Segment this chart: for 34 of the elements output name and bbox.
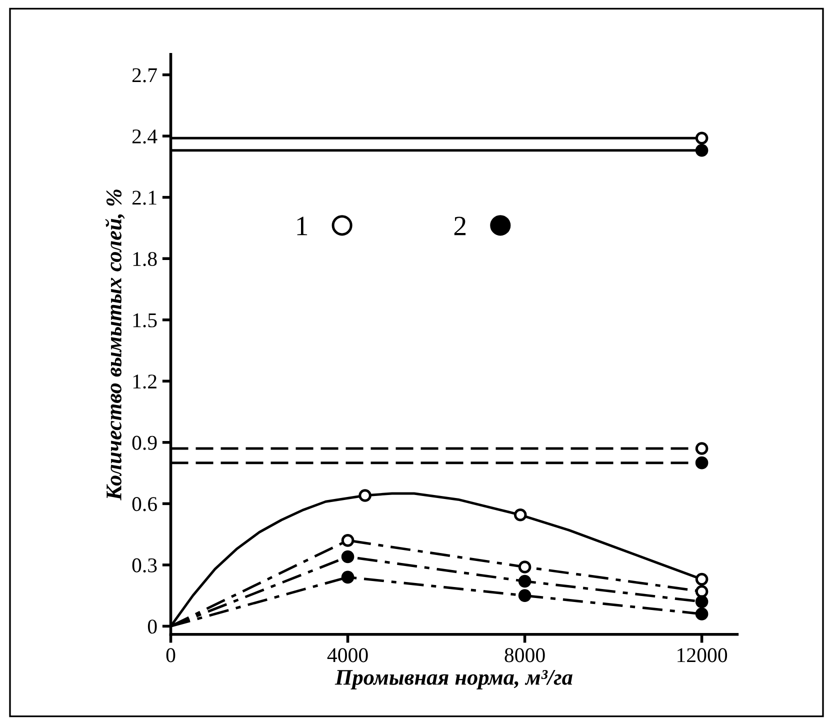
y-tick-label: 0.9	[132, 436, 157, 450]
legend-label: 1	[297, 216, 308, 236]
point	[695, 608, 708, 620]
x-tick-label: 8000	[504, 648, 545, 662]
point	[695, 585, 708, 598]
x-tick-label: 4000	[327, 648, 368, 662]
point	[358, 489, 372, 502]
y-tick-label: 1.5	[133, 313, 157, 328]
point	[695, 595, 708, 608]
y-tick-label: 2.1	[132, 190, 156, 205]
point	[695, 132, 708, 145]
point	[341, 570, 354, 584]
point	[341, 550, 354, 564]
x-tick-label: 0	[166, 648, 176, 662]
x-tick-label: 12000	[678, 648, 728, 662]
y-tick-label: 0	[148, 620, 157, 634]
point	[341, 534, 354, 547]
point	[695, 572, 708, 586]
y-tick-label: 1.8	[133, 252, 157, 266]
y-tick-label: 1.2	[133, 374, 156, 389]
y-tick-label: 0.3	[132, 558, 157, 572]
x-axis-title: Промывная норма, м³/га	[334, 670, 572, 690]
legend-label: 2	[454, 216, 466, 236]
point	[695, 442, 708, 455]
point	[514, 508, 527, 522]
y-tick-label: 0.6	[132, 497, 157, 512]
point	[518, 560, 532, 574]
point	[695, 144, 708, 157]
point	[518, 574, 532, 588]
point	[518, 589, 532, 602]
y-axis-title: Количество вымытых солей, %	[105, 190, 125, 500]
point	[695, 456, 708, 470]
y-tick-label: 2.7	[132, 68, 157, 82]
y-tick-label: 2.4	[132, 130, 158, 144]
